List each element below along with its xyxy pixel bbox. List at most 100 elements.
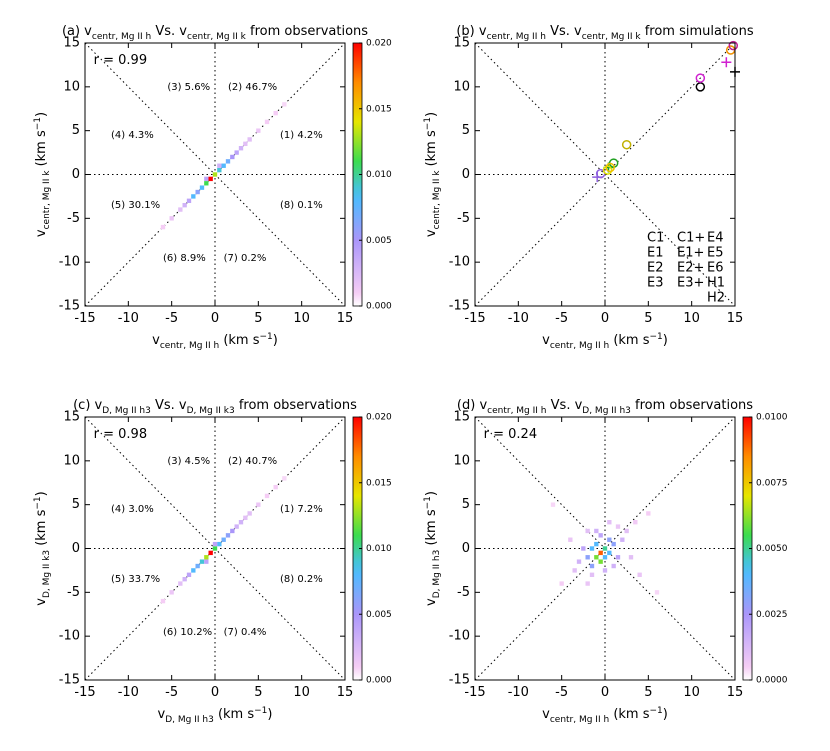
label-part: D, Mg II k3 (42, 550, 52, 598)
heatmap-cell (195, 563, 200, 569)
label-part: (km s (34, 509, 49, 550)
colorbar-tick-label: 0.000 (366, 676, 392, 686)
heatmap-cell (238, 146, 244, 151)
heatmap-cell (191, 568, 196, 573)
annotation: (3) 4.5% (167, 456, 210, 467)
heatmap-cell (615, 524, 621, 529)
heatmap-cell (212, 172, 218, 177)
heatmap-cell (208, 176, 213, 182)
x-axis-label: vcentr, Mg II h (km s−1) (542, 706, 668, 725)
label-part: Vs. v (547, 398, 583, 413)
legend-entry: E2 (647, 261, 664, 276)
heatmap-cell (624, 528, 629, 534)
heatmap-cell (256, 502, 261, 507)
heatmap-cell (247, 511, 252, 516)
colorbar-tick-label: 0.0025 (756, 610, 788, 620)
heatmap-cell (204, 559, 209, 564)
heatmap-cell (585, 528, 590, 534)
label-part: (d) v (457, 398, 488, 413)
annotation: (8) 0.1% (280, 200, 323, 211)
y-tick-label: 15 (63, 36, 80, 51)
legend-entry: E2+ (677, 261, 704, 276)
x-tick-label: -10 (508, 311, 529, 326)
legend-entry: H1 (707, 276, 725, 291)
heatmap-cell (217, 163, 222, 168)
annotation: (6) 8.9% (163, 253, 206, 264)
heatmap-cell (282, 476, 287, 481)
label-part: ) (267, 707, 272, 722)
annotation: (1) 4.2% (280, 130, 323, 141)
heatmap-cell (598, 533, 603, 538)
heatmap-cell (598, 550, 603, 556)
label-part: centr, Mg II h (550, 341, 609, 351)
heatmap-cell (646, 511, 651, 516)
y-tick-label: -15 (59, 673, 80, 688)
y-axis-label: vcentr, Mg II k (km s−1) (33, 112, 52, 237)
x-tick-label: -5 (555, 685, 568, 700)
y-tick-label: 0 (72, 541, 80, 556)
label-part: (km s (609, 707, 650, 722)
label-part: from observations (631, 398, 753, 413)
legend-entry: E3+ (677, 276, 704, 291)
heatmap-cell (191, 194, 196, 199)
label-part: (c) v (73, 398, 102, 413)
legend-entry: E4 (707, 231, 724, 246)
label-part: centr, Mg II h (487, 32, 546, 42)
label-part: v (158, 707, 166, 722)
y-tick-label: 5 (72, 123, 80, 138)
point (695, 73, 706, 83)
x-tick-label: -10 (118, 685, 139, 700)
heatmap-cell (602, 555, 608, 560)
heatmap-cell (637, 572, 642, 577)
heatmap-cell (282, 102, 287, 107)
heatmap-cell (247, 137, 252, 142)
x-tick-label: 15 (337, 685, 354, 700)
legend-entry: E3 (647, 276, 664, 291)
y-tick-label: -5 (457, 585, 470, 600)
heatmap-cell (221, 163, 226, 168)
y-axis-label: vcentr, Mg II k (km s−1) (423, 112, 442, 237)
heatmap-cell (568, 537, 573, 542)
heatmap-cell (594, 541, 599, 547)
label-part: v (424, 598, 439, 606)
y-tick-label: 10 (63, 79, 80, 94)
x-tick-label: -15 (464, 685, 485, 700)
heatmap-cell (169, 590, 174, 595)
heatmap-cell (550, 502, 556, 507)
heatmap-cell (160, 598, 166, 604)
label-part: from simulations (641, 24, 754, 39)
heatmap-cell (620, 537, 625, 542)
heatmap-cell (576, 559, 582, 564)
label-part: Vs. v (151, 24, 187, 39)
heatmap-cell (273, 110, 278, 116)
y-axis-label: vD, Mg II k3 (km s−1) (33, 491, 52, 605)
colorbar-tick-label: 0.005 (366, 236, 392, 246)
x-tick-label: 10 (683, 685, 700, 700)
label-part: (km s (424, 509, 439, 550)
heatmap-cell (589, 546, 595, 551)
point (602, 165, 613, 175)
x-axis-label: vcentr, Mg II h (km s−1) (152, 332, 278, 351)
legend-entry: E5 (707, 246, 724, 261)
legend-entry: C1+ (677, 231, 705, 246)
annotation: (8) 0.2% (280, 574, 323, 585)
label-part: centr, Mg II k (42, 170, 52, 230)
annotation: (7) 0.2% (224, 253, 267, 264)
x-tick-label: 0 (601, 685, 609, 700)
label-part: v (152, 333, 160, 348)
annotation: (7) 0.4% (224, 627, 267, 638)
y-tick-label: -15 (449, 673, 470, 688)
point (695, 82, 706, 92)
point (592, 172, 603, 183)
heatmap-cell (217, 541, 222, 547)
annotation: (3) 5.6% (167, 82, 210, 93)
panel-title: (b) vcentr, Mg II h Vs. vcentr, Mg II k … (456, 24, 754, 42)
annotation: r = 0.24 (484, 427, 537, 442)
heatmap-cell (182, 576, 187, 582)
label-part: D, Mg II h3 (102, 406, 151, 416)
label-part: centr, Mg II h (550, 715, 609, 725)
y-tick-label: -15 (59, 299, 80, 314)
heatmap-cell (594, 555, 599, 560)
colorbar-tick-label: 0.0050 (756, 544, 788, 554)
colorbar-tick-label: 0.0000 (756, 676, 788, 686)
